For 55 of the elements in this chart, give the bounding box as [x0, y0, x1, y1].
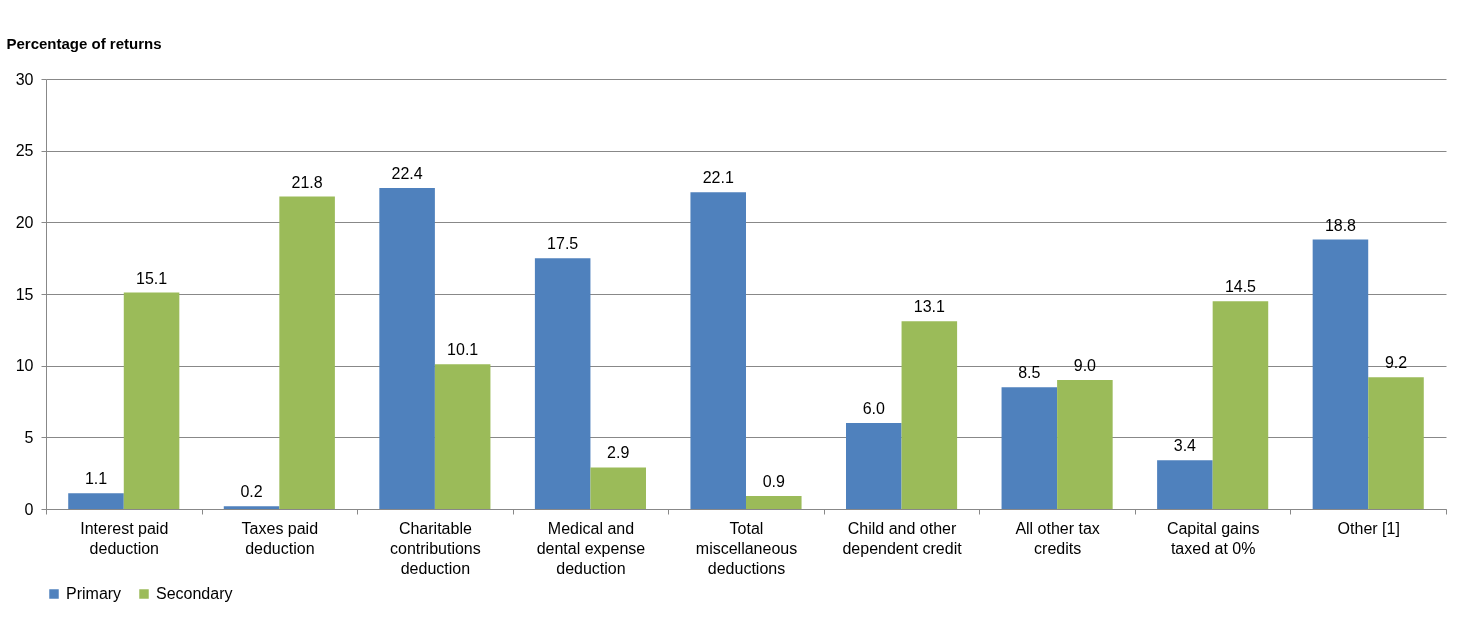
data-label: 10.1 — [447, 341, 479, 359]
bar — [379, 187, 435, 509]
data-label: 3.4 — [1173, 437, 1197, 455]
bar — [1001, 387, 1058, 509]
y-tick-label: 25 — [15, 142, 34, 160]
data-label: 6.0 — [862, 400, 885, 417]
bar — [223, 506, 280, 509]
y-tick-label: 10 — [15, 357, 34, 375]
data-label: 22.1 — [702, 169, 734, 187]
bar — [901, 321, 958, 509]
x-tick-label: Total miscellaneous deductions — [695, 519, 798, 577]
data-label: 9.0 — [1073, 357, 1097, 374]
data-label: 9.2 — [1384, 354, 1408, 372]
bar — [746, 496, 802, 509]
y-tick-label: 15 — [15, 285, 34, 303]
bar — [279, 196, 335, 509]
x-tick-label: All other tax credits — [1015, 519, 1100, 557]
bar — [590, 467, 646, 509]
y-tick-label: 0 — [24, 500, 34, 518]
bar — [690, 192, 746, 509]
bar — [1057, 380, 1113, 509]
x-tick-label: Charitable contributions deduction — [390, 519, 481, 577]
bar — [1312, 239, 1369, 509]
x-tick-label: Other [1] — [1337, 519, 1400, 537]
bar — [1157, 460, 1213, 509]
data-label: 14.5 — [1224, 278, 1257, 296]
data-label: 0.2 — [240, 483, 263, 501]
bar — [68, 493, 124, 509]
x-tick-label: Interest paid deduction — [80, 519, 169, 557]
data-label: 13.1 — [913, 298, 946, 316]
x-tick-label: Child and other dependent credit — [842, 519, 963, 557]
data-label: 0.9 — [762, 473, 785, 491]
data-label: 15.1 — [135, 269, 168, 287]
x-tick-label: Taxes paid deduction — [241, 519, 319, 557]
x-tick-label: Capital gains taxed at 0% — [1166, 519, 1260, 557]
bar — [1368, 377, 1424, 509]
y-axis-title: Percentage of returns — [6, 34, 162, 52]
legend-label: Secondary — [156, 585, 233, 602]
x-tick-label: Medical and dental expense deduction — [536, 519, 646, 577]
data-label: 2.9 — [607, 444, 630, 462]
bar — [1212, 301, 1269, 509]
data-label: 22.4 — [391, 164, 423, 182]
data-label: 18.8 — [1324, 216, 1357, 234]
data-label: 1.1 — [84, 470, 108, 488]
y-tick-label: 30 — [15, 70, 34, 88]
bar — [534, 258, 591, 509]
bar — [434, 364, 491, 509]
legend-label: Primary — [66, 585, 122, 602]
y-tick-label: 20 — [15, 213, 34, 231]
data-label: 17.5 — [547, 235, 579, 253]
data-label: 8.5 — [1018, 364, 1041, 382]
y-tick-label: 5 — [24, 428, 34, 446]
bar — [123, 292, 180, 509]
bar — [846, 423, 902, 509]
data-label: 21.8 — [291, 173, 323, 191]
